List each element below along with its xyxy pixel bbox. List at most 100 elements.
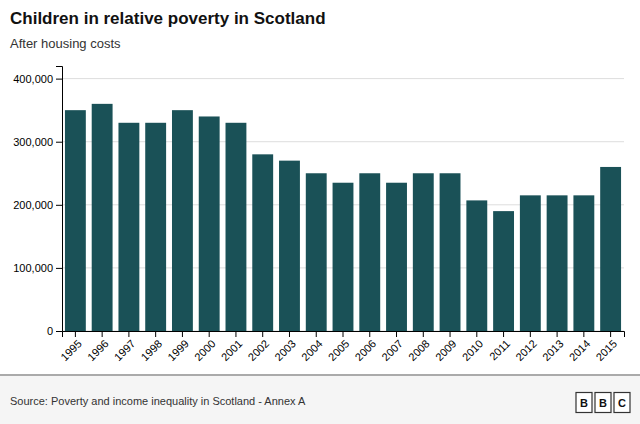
source: Source: Poverty and income inequality in… <box>10 395 306 407</box>
x-tick-mark <box>610 331 611 337</box>
bar <box>573 195 594 331</box>
bar <box>252 154 273 331</box>
bar <box>172 110 193 331</box>
bar <box>199 116 220 331</box>
bar <box>145 123 166 331</box>
y-axis: 0 100,000 200,000 300,000 400,000 <box>13 67 62 338</box>
x-tick-mark <box>75 331 76 337</box>
x-tick-mark <box>102 331 103 337</box>
y-tick-mark <box>56 79 62 80</box>
x-tick-label: 1995 <box>58 337 84 363</box>
x-tick: 2000 <box>192 331 218 363</box>
x-tick-label: 1996 <box>85 337 111 363</box>
bar <box>413 173 434 331</box>
x-tick-mark <box>289 331 290 337</box>
x-tick-label: 2007 <box>379 337 405 363</box>
y-tick-mark <box>56 205 62 206</box>
grid <box>62 79 624 331</box>
x-tick-label: 2003 <box>272 337 298 363</box>
bar <box>279 161 300 331</box>
title: Children in relative poverty in Scotland <box>10 9 326 28</box>
x-tick-label: 2010 <box>460 337 486 363</box>
logo-box <box>595 393 611 413</box>
x-tick-label: 2014 <box>567 337 593 363</box>
x-tick-mark <box>557 331 558 337</box>
footer: Source: Poverty and income inequality in… <box>0 375 640 424</box>
y-tick-label: 300,000 <box>13 136 53 148</box>
x-tick-label: 2001 <box>219 337 245 363</box>
x-tick: 1997 <box>112 331 138 363</box>
x-tick: 2005 <box>326 331 352 363</box>
x-tick: 1996 <box>85 331 111 363</box>
x-axis: 1995199619971998199920002001200220032004… <box>58 331 624 363</box>
x-tick-label: 1998 <box>138 337 164 363</box>
x-tick-mark <box>262 331 263 337</box>
x-tick-label: 2013 <box>540 337 566 363</box>
x-tick-mark <box>316 331 317 337</box>
x-tick: 2008 <box>406 331 432 363</box>
bar <box>226 123 247 331</box>
x-tick-mark <box>583 331 584 337</box>
logo-letter: B <box>599 397 607 409</box>
bar <box>65 110 86 331</box>
x-tick: 2009 <box>433 331 459 363</box>
plot: 0100,000200,000300,000400,00019951996199… <box>13 67 624 364</box>
x-tick: 2012 <box>513 331 539 363</box>
logo-box <box>614 393 630 413</box>
y-tick: 200,000 <box>13 199 62 211</box>
y-axis-line <box>56 67 63 332</box>
x-tick-mark <box>476 331 477 337</box>
x-tick: 2013 <box>540 331 566 363</box>
x-tick: 2010 <box>460 331 486 363</box>
y-tick: 0 <box>47 325 62 337</box>
bar <box>118 123 139 331</box>
x-tick: 2014 <box>567 331 593 363</box>
x-tick-label: 2004 <box>299 337 325 363</box>
x-tick-mark <box>423 331 424 337</box>
y-tick-mark <box>56 142 62 143</box>
bar <box>520 195 541 331</box>
x-tick-mark <box>503 331 504 337</box>
x-tick-label: 1997 <box>112 337 138 363</box>
x-tick: 1999 <box>165 331 191 363</box>
x-tick-mark <box>343 331 344 337</box>
y-tick-mark <box>56 331 62 332</box>
footer-background <box>0 375 640 424</box>
x-tick-label: 2011 <box>487 337 512 362</box>
x-tick-label: 2015 <box>593 337 619 363</box>
bar <box>386 183 407 331</box>
grid-line <box>62 78 624 79</box>
x-tick-label: 2000 <box>192 337 218 363</box>
x-tick-label: 2002 <box>245 337 271 363</box>
x-tick-label: 2006 <box>353 337 379 363</box>
x-tick-mark <box>235 331 236 337</box>
y-tick-label: 400,000 <box>13 73 53 85</box>
bars <box>65 104 621 331</box>
x-tick-mark <box>182 331 183 337</box>
x-tick: 2011 <box>487 331 512 363</box>
x-tick-mark <box>396 331 397 337</box>
footer-separator <box>0 374 640 376</box>
x-tick-label: 1999 <box>165 337 191 363</box>
y-tick: 400,000 <box>13 73 62 85</box>
x-tick-mark <box>209 331 210 337</box>
y-tick: 300,000 <box>13 136 62 148</box>
x-tick-label: 2009 <box>433 337 459 363</box>
x-tick: 2007 <box>379 331 405 363</box>
bar <box>333 183 354 331</box>
x-tick: 2002 <box>245 331 271 363</box>
logo: BBC <box>576 393 630 413</box>
x-tick-label: 2005 <box>326 337 352 363</box>
chart: Children in relative poverty in Scotland… <box>0 0 640 424</box>
bar <box>306 173 327 331</box>
logo-box <box>576 393 592 413</box>
y-tick-label: 200,000 <box>13 199 53 211</box>
x-axis-line <box>63 332 625 338</box>
x-tick: 2003 <box>272 331 298 363</box>
x-tick-label: 2008 <box>406 337 432 363</box>
x-tick: 2006 <box>353 331 379 363</box>
subtitle: After housing costs <box>10 36 121 51</box>
x-tick: 1995 <box>58 331 84 363</box>
y-tick-label: 100,000 <box>13 262 53 274</box>
x-tick: 1998 <box>138 331 164 363</box>
